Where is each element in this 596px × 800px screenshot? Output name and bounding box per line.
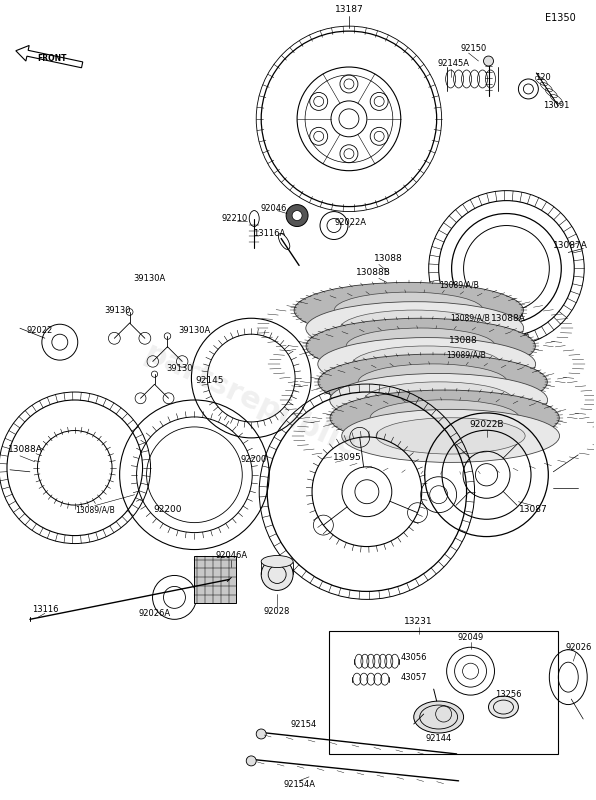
Text: 120: 120 xyxy=(535,74,551,82)
Text: 92145: 92145 xyxy=(195,375,224,385)
Text: 13088A: 13088A xyxy=(491,314,526,322)
Text: 92046A: 92046A xyxy=(215,551,247,560)
Bar xyxy=(194,555,236,603)
Circle shape xyxy=(261,558,293,590)
Text: 13091: 13091 xyxy=(543,102,570,110)
Text: 13087: 13087 xyxy=(519,505,548,514)
Text: E1350: E1350 xyxy=(545,13,576,23)
Ellipse shape xyxy=(318,338,536,390)
Text: 13231: 13231 xyxy=(405,617,433,626)
Ellipse shape xyxy=(342,410,560,462)
Bar xyxy=(329,631,558,754)
Circle shape xyxy=(292,210,302,221)
Text: 92022A: 92022A xyxy=(335,218,367,227)
Text: 43057: 43057 xyxy=(401,673,427,682)
Circle shape xyxy=(483,56,493,66)
Text: 13095: 13095 xyxy=(333,454,361,462)
Text: 92049: 92049 xyxy=(458,633,484,642)
Text: 43056: 43056 xyxy=(401,653,427,662)
Text: 39130: 39130 xyxy=(104,306,131,314)
Ellipse shape xyxy=(414,701,464,733)
Ellipse shape xyxy=(489,696,519,718)
Text: 13116: 13116 xyxy=(32,605,58,614)
Ellipse shape xyxy=(318,354,547,410)
Text: 92150: 92150 xyxy=(461,43,487,53)
Text: 13089/A/B: 13089/A/B xyxy=(446,350,486,360)
Text: 92026A: 92026A xyxy=(138,609,170,618)
Text: 13088: 13088 xyxy=(449,336,478,345)
Ellipse shape xyxy=(376,418,525,454)
Text: FRONT: FRONT xyxy=(37,54,67,63)
Text: 13089/A/B: 13089/A/B xyxy=(439,281,479,290)
Text: 13088B: 13088B xyxy=(356,268,392,277)
Text: 92028: 92028 xyxy=(264,607,290,616)
Text: 13089/A/B: 13089/A/B xyxy=(451,314,491,322)
Text: 92046: 92046 xyxy=(261,204,287,213)
Ellipse shape xyxy=(334,292,483,329)
Circle shape xyxy=(286,205,308,226)
Text: 13187: 13187 xyxy=(334,5,364,14)
Text: 39130A: 39130A xyxy=(178,326,210,334)
Text: 92144: 92144 xyxy=(426,734,452,743)
Ellipse shape xyxy=(306,318,535,374)
Ellipse shape xyxy=(358,364,507,400)
Text: 92200: 92200 xyxy=(241,455,267,464)
Ellipse shape xyxy=(330,374,548,426)
Text: 13087A: 13087A xyxy=(553,241,588,250)
Ellipse shape xyxy=(364,382,513,418)
Text: 39130A: 39130A xyxy=(134,274,166,283)
Text: 92200: 92200 xyxy=(153,505,182,514)
Text: 92154A: 92154A xyxy=(283,780,315,790)
Text: 39130: 39130 xyxy=(166,363,193,373)
Ellipse shape xyxy=(306,302,524,354)
Ellipse shape xyxy=(330,390,559,446)
Circle shape xyxy=(256,729,266,739)
Ellipse shape xyxy=(370,400,519,436)
Ellipse shape xyxy=(352,346,501,382)
Ellipse shape xyxy=(261,555,293,567)
Text: 13088A: 13088A xyxy=(8,446,42,454)
Ellipse shape xyxy=(294,282,523,338)
Ellipse shape xyxy=(340,310,489,346)
Polygon shape xyxy=(16,46,83,68)
Text: 92022B: 92022B xyxy=(469,421,504,430)
Text: 13256: 13256 xyxy=(495,690,522,698)
Text: 13088: 13088 xyxy=(374,254,403,263)
Text: 92022: 92022 xyxy=(27,326,53,334)
Circle shape xyxy=(246,756,256,766)
Text: 92154: 92154 xyxy=(291,719,317,729)
Text: 92210: 92210 xyxy=(221,214,247,223)
Text: 13116A: 13116A xyxy=(253,229,285,238)
Ellipse shape xyxy=(346,328,495,364)
Text: partsrepublic: partsrepublic xyxy=(139,338,360,462)
Text: 92026: 92026 xyxy=(565,642,591,652)
Text: 13089/A/B: 13089/A/B xyxy=(75,505,114,514)
Text: 92145A: 92145A xyxy=(437,58,470,67)
